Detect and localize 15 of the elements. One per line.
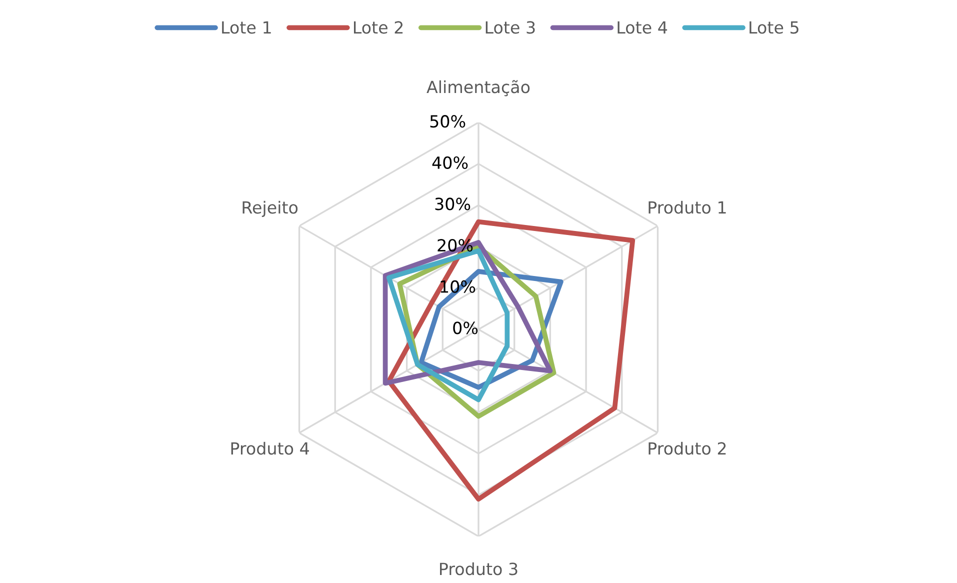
spoke-label: Produto 3 [440,562,518,576]
spoke-label: Produto 2 [648,442,726,455]
spoke-label: Produto 4 [231,442,309,455]
spoke-label: Alimentação [426,80,530,96]
y-tick-label: 30% [435,198,470,210]
legend-label: Lote 5 [750,21,798,34]
legend-label: Lote 1 [222,21,271,34]
spoke-label: Rejeito [242,200,298,217]
legend-label: Lote 2 [354,21,403,34]
y-tick-label: 40% [432,156,468,169]
legend-label: Lote 3 [486,21,535,34]
y-tick-label: 0% [453,322,478,334]
legend-label: Lote 4 [618,21,668,34]
y-tick-label: 50% [430,115,466,128]
spoke-label: Produto 1 [648,200,726,214]
